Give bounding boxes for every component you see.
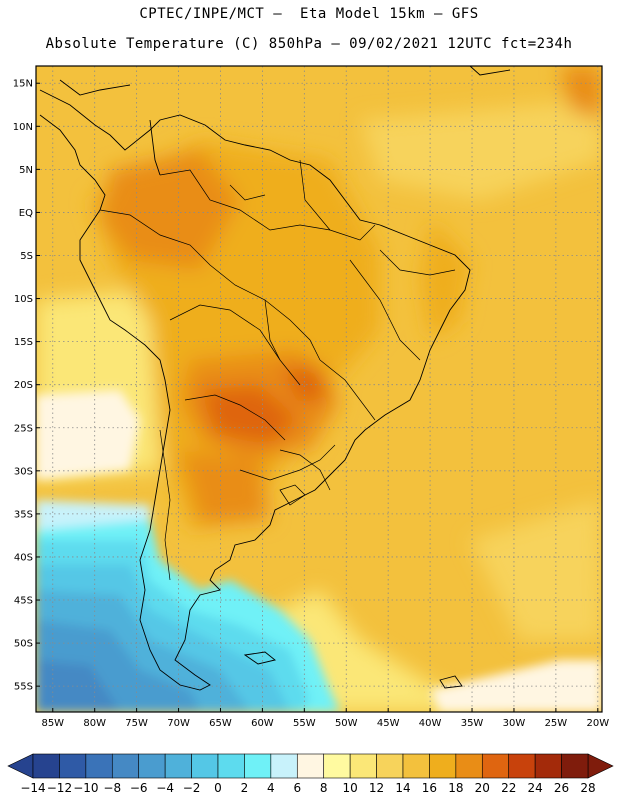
colorbar-swatch	[32, 753, 60, 779]
colorbar-label: 18	[448, 781, 463, 795]
lon-label: 30W	[503, 718, 526, 729]
colorbar-label: −2	[183, 781, 201, 795]
lon-label: 70W	[167, 718, 190, 729]
colorbar-label: 12	[369, 781, 384, 795]
lon-label: 85W	[41, 718, 64, 729]
colorbar-label: 26	[554, 781, 569, 795]
colorbar-label: −6	[130, 781, 148, 795]
lon-label: 35W	[461, 718, 484, 729]
colorbar-label: 2	[241, 781, 249, 795]
lon-label: 45W	[377, 718, 400, 729]
lat-label: 45S	[14, 596, 33, 607]
lon-label: 50W	[335, 718, 358, 729]
colorbar-label: 28	[580, 781, 595, 795]
lat-label: 25S	[14, 423, 33, 434]
colorbar-swatch	[111, 753, 140, 779]
colorbar-label: 8	[320, 781, 328, 795]
lat-label: 50S	[14, 639, 33, 650]
colorbar-label: −14	[20, 781, 45, 795]
lat-label: 15S	[14, 337, 33, 348]
lat-label: 5N	[19, 165, 33, 176]
map-title-source: CPTEC/INPE/MCT – Eta Model 15km – GFS	[139, 6, 479, 22]
lat-label: 5S	[20, 251, 33, 262]
lat-label: EQ	[19, 208, 33, 219]
colorbar-label: 16	[422, 781, 437, 795]
lon-label: 55W	[293, 718, 316, 729]
colorbar-swatch	[191, 753, 219, 779]
colorbar-swatch	[561, 753, 589, 779]
colorbar-swatch	[270, 753, 298, 779]
colorbar-label: 4	[267, 781, 275, 795]
colorbar-label: 20	[475, 781, 490, 795]
lon-label: 60W	[251, 718, 274, 729]
colorbar-swatch	[164, 753, 192, 779]
colorbar-label: −4	[156, 781, 174, 795]
colorbar-swatch	[349, 753, 377, 779]
lon-label: 80W	[83, 718, 106, 729]
colorbar: −14 −12 −10 −8 −6 −4 −2 0 2 4 6 8 10 12 14 16 18 20 22 24 26…	[7, 753, 614, 795]
lon-label: 65W	[209, 718, 232, 729]
colorbar-swatch	[481, 753, 510, 779]
lon-label: 20W	[586, 718, 609, 729]
colorbar-swatch	[59, 753, 87, 779]
lat-label: 15N	[13, 79, 33, 90]
lat-label: 55S	[14, 682, 33, 693]
colorbar-swatch	[138, 753, 166, 779]
colorbar-swatch	[217, 753, 245, 779]
colorbar-label: 6	[293, 781, 301, 795]
colorbar-label: −8	[103, 781, 121, 795]
temperature-field	[36, 66, 602, 712]
country-borders	[99, 159, 456, 581]
lat-label: 10S	[14, 294, 33, 305]
colorbar-high-arrow	[587, 753, 614, 779]
colorbar-label: 24	[528, 781, 543, 795]
latitude-labels: 15N 10N 5N EQ 5S 10S 15S 20S 25S 30S 35S 40S 45S 50S 5…	[13, 79, 40, 693]
colorbar-low-arrow	[7, 753, 34, 779]
colorbar-swatch	[323, 753, 351, 779]
lat-label: 35S	[14, 509, 33, 520]
colorbar-label: 0	[214, 781, 222, 795]
colorbar-label: −12	[47, 781, 72, 795]
colorbar-swatch	[508, 753, 536, 779]
lat-label: 40S	[14, 552, 33, 563]
lat-label: 20S	[14, 380, 33, 391]
lat-label: 30S	[14, 466, 33, 477]
map-title-variable: Absolute Temperature (C) 850hPa – 09/02/…	[45, 36, 573, 52]
colorbar-label: 22	[501, 781, 516, 795]
lat-label: 10N	[13, 122, 33, 133]
colorbar-swatch	[376, 753, 404, 779]
longitude-labels: 85W 80W 75W 70W 65W 60W 55W 50W 45W 40W 35W 30W 25W 2…	[41, 708, 609, 729]
colorbar-swatch	[85, 753, 113, 779]
colorbar-swatch	[429, 753, 457, 779]
colorbar-swatch	[402, 753, 430, 779]
lon-label: 25W	[545, 718, 568, 729]
colorbar-label: −10	[73, 781, 98, 795]
lon-label: 40W	[419, 718, 442, 729]
coastlines	[39, 66, 511, 691]
colorbar-swatch	[534, 753, 562, 779]
colorbar-swatch	[455, 753, 483, 779]
colorbar-label: 10	[343, 781, 358, 795]
map-frame	[35, 65, 603, 713]
colorbar-swatch	[296, 753, 325, 779]
lon-label: 75W	[125, 718, 148, 729]
colorbar-swatch	[244, 753, 272, 779]
colorbar-label: 14	[395, 781, 410, 795]
